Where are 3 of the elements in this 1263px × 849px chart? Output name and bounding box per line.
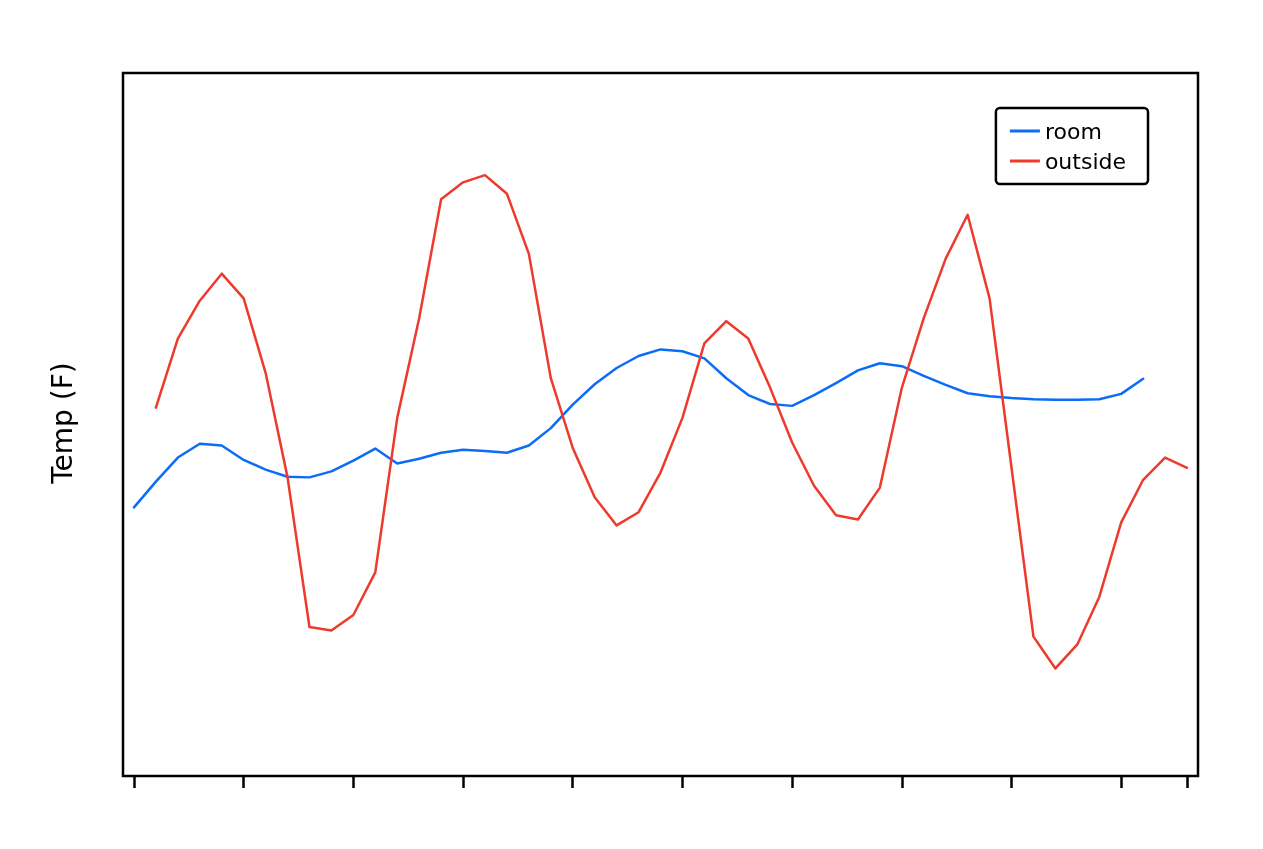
legend-label: outside xyxy=(1044,148,1127,174)
legend-label: room xyxy=(1044,118,1102,144)
y-axis-title: Temp (F) xyxy=(45,362,79,485)
